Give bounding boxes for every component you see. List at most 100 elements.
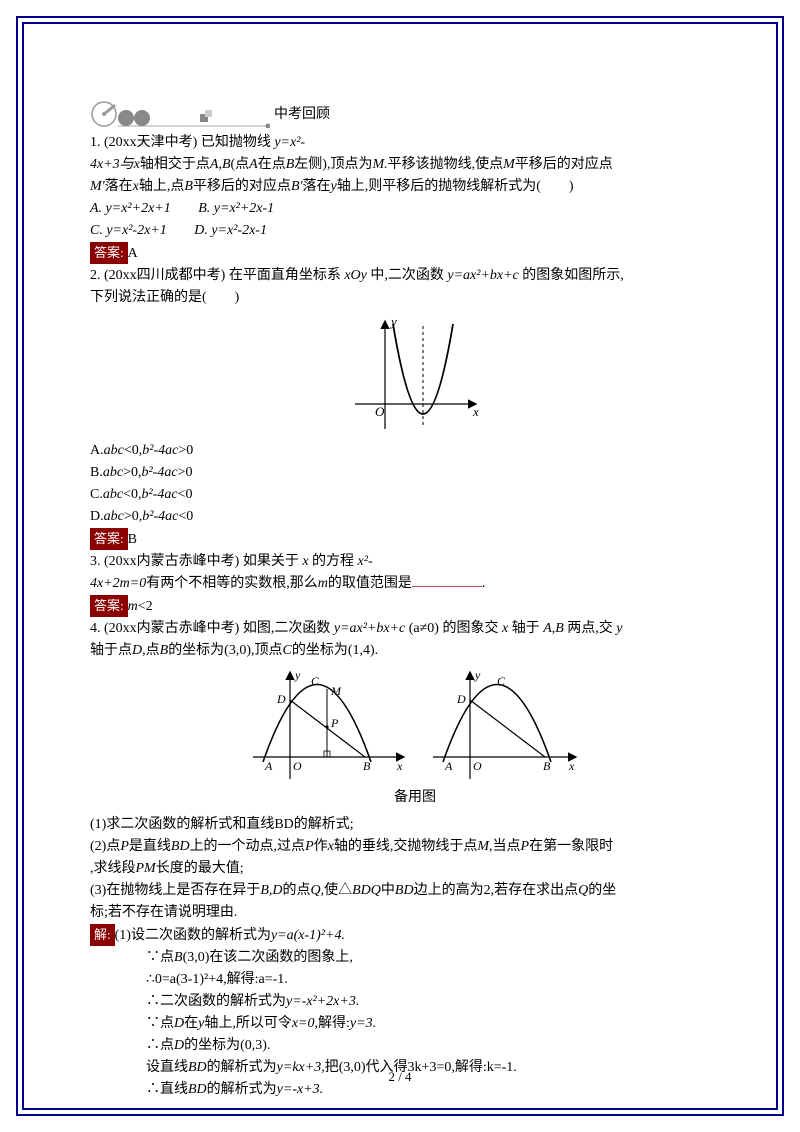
q1-l2d: A,B — [210, 157, 231, 172]
q4s2b: B — [174, 950, 183, 965]
q2-ta: 在平面直角坐标系 — [229, 268, 341, 283]
q4p2l: P — [521, 839, 530, 854]
q4-tg: A,B — [543, 621, 564, 636]
q1-l3j: 轴上,则平移后的抛物线解析式为( ) — [337, 179, 574, 194]
q1-l2m: 平移后的对应点 — [515, 157, 613, 172]
q3-l2a: 4x+2m=0 — [90, 576, 146, 591]
q2-answer: B — [128, 532, 137, 547]
q4s4b: y=-x²+2x+3. — [286, 994, 359, 1009]
question-3: 3. (20xx内蒙古赤峰中考) 如果关于 x 的方程 x²- 4x+2m=0有… — [90, 551, 740, 617]
q1-l2i: 左侧),顶点为 — [294, 157, 372, 172]
svg-text:O: O — [473, 759, 482, 773]
svg-text:C: C — [497, 674, 506, 688]
q2oD3: >0, — [124, 509, 142, 524]
q4p2f: P — [305, 839, 314, 854]
q1-l3g: B' — [291, 179, 303, 194]
q4-l2e: 的坐标为(3,0),顶点 — [168, 643, 282, 658]
q2-te: 的图象如图所示, — [522, 268, 624, 283]
q1-l2j: M. — [372, 157, 387, 172]
q3-source: (20xx内蒙古赤峰中考) — [104, 554, 239, 569]
q4s1b: y=a(x-1)²+4. — [271, 928, 345, 943]
q3-l2b: 有两个不相等的实数根,那么 — [146, 576, 318, 591]
q2oB4: b²-4ac — [141, 465, 177, 480]
q2oA4: b²-4ac — [142, 443, 178, 458]
q4-ti: y — [616, 621, 622, 636]
q2-ylabel: y — [389, 314, 397, 329]
q1-optA: A. y=x²+2x+1 — [90, 198, 171, 219]
q2oD5: <0 — [178, 509, 193, 524]
q3-answer-label: 答案: — [90, 595, 128, 617]
q4-dual-parabola-svg: A O B C D M P x y A O — [245, 667, 585, 787]
q2-tb: xOy — [344, 268, 367, 283]
svg-text:B: B — [363, 759, 371, 773]
q4-te: x — [502, 621, 508, 636]
q3-l2c: m — [318, 576, 328, 591]
q2-xlabel: x — [472, 404, 479, 419]
q1-optD: D. y=x²-2x-1 — [194, 220, 267, 241]
q2oB3: >0, — [123, 465, 141, 480]
q2-parabola-svg: O x y — [345, 314, 485, 434]
q1-answer-label: 答案: — [90, 242, 128, 264]
q4p3g: 中 — [381, 883, 395, 898]
q4p2k: 当点 — [493, 839, 521, 854]
q2oB2: abc — [103, 465, 123, 480]
q4s3a: ∴0=a(3-1)²+4,解得:a=-1. — [146, 972, 288, 987]
q4-num: 4. — [90, 621, 101, 636]
q4p2j: M, — [477, 839, 492, 854]
q2oB1: B. — [90, 465, 103, 480]
q2-tc: 中,二次函数 — [370, 268, 444, 283]
q4s5e: 轴上,所以可令 — [204, 1016, 292, 1031]
q2oC3: <0, — [123, 487, 141, 502]
q4p2d: BD — [171, 839, 190, 854]
q4-tf: 轴于 — [512, 621, 540, 636]
question-1: 1. (20xx天津中考) 已知抛物线 y=x²- 4x+3与x轴相交于点A,B… — [90, 132, 740, 264]
q4s4a: ∴二次函数的解析式为 — [146, 994, 286, 1009]
q4s1a: (1)设二次函数的解析式为 — [115, 928, 271, 943]
q4-th: 两点,交 — [567, 621, 613, 636]
q2-source: (20xx四川成都中考) — [104, 268, 225, 283]
q1-l2h: B — [286, 157, 295, 172]
q1-l2l: M — [503, 157, 515, 172]
q4-sol-label: 解: — [90, 924, 115, 946]
q1-l2a: 4x+3与 — [90, 157, 134, 172]
q4s2a: ∵点 — [146, 950, 174, 965]
q1-t1: 已知抛物线 — [201, 135, 271, 150]
q4p3e: 使△ — [324, 883, 352, 898]
q2oB5: >0 — [178, 465, 193, 480]
question-4: 4. (20xx内蒙古赤峰中考) 如图,二次函数 y=ax²+bx+c (a≠0… — [90, 618, 740, 1100]
q4p2b: P — [120, 839, 129, 854]
q2oC2: abc — [103, 487, 123, 502]
svg-text:y: y — [294, 668, 301, 682]
svg-text:D: D — [276, 692, 286, 706]
q4-l2a: 轴于点 — [90, 643, 132, 658]
q4-l2g: 的坐标为(1,4). — [292, 643, 378, 658]
svg-text:P: P — [330, 716, 339, 730]
q4p3k: 的坐 — [588, 883, 616, 898]
q1-l2c: 轴相交于点 — [140, 157, 210, 172]
q1-l3b: 落在 — [105, 179, 133, 194]
question-2: 2. (20xx四川成都中考) 在平面直角坐标系 xOy 中,二次函数 y=ax… — [90, 265, 740, 550]
q4p2a: (2)点 — [90, 839, 120, 854]
q4p3b: B,D — [260, 883, 282, 898]
q4-p1: (1)求二次函数的解析式和直线BD的解析式; — [90, 817, 354, 832]
q2-answer-label: 答案: — [90, 528, 128, 550]
q1-expr1: y=x²- — [274, 135, 305, 150]
q3-blank — [412, 586, 482, 587]
q4-tc: (a≠0) — [409, 621, 439, 636]
q2oA3: <0, — [124, 443, 142, 458]
q4p2m: 在第一象限时 — [529, 839, 613, 854]
q4p3l: 标;若不存在请说明理由. — [90, 905, 237, 920]
header-icon-svg — [90, 100, 270, 128]
q1-l3h: 落在 — [302, 179, 330, 194]
page-content: 中考回顾 1. (20xx天津中考) 已知抛物线 y=x²- 4x+3与x轴相交… — [90, 100, 740, 1101]
q2oA1: A. — [90, 443, 104, 458]
svg-text:A: A — [264, 759, 273, 773]
q4s6b: D — [174, 1038, 184, 1053]
q4p3a: (3)在抛物线上是否存在异于 — [90, 883, 260, 898]
q3-ansb: <2 — [138, 599, 153, 614]
q4-l2c: 点 — [146, 643, 160, 658]
q1-l3e: B — [184, 179, 193, 194]
q4p3h: BD — [395, 883, 414, 898]
svg-text:x: x — [568, 759, 575, 773]
q1-l2k: 平移该抛物线,使点 — [388, 157, 504, 172]
